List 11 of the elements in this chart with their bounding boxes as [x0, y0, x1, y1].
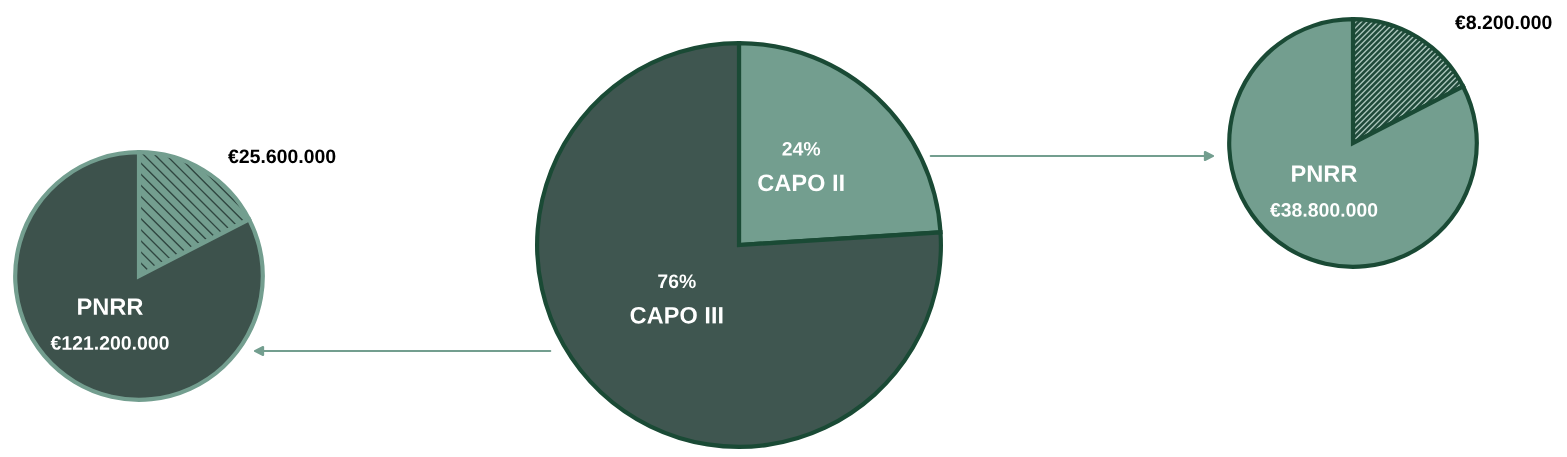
slice-label: CAPO III	[630, 306, 723, 324]
pie-slice	[535, 41, 943, 449]
slice-label: CAPO II	[758, 174, 844, 192]
data-label: €38.800.000	[1270, 203, 1378, 217]
data-label: €25.600.000	[228, 149, 336, 164]
slice-label: PNRR	[1292, 165, 1357, 182]
data-label: €121.200.000	[50, 336, 169, 350]
data-label: 76%	[658, 274, 696, 289]
data-label: €8.200.000	[1455, 15, 1552, 30]
data-label: 24%	[782, 141, 821, 156]
slice-label: PNRR	[78, 298, 143, 315]
